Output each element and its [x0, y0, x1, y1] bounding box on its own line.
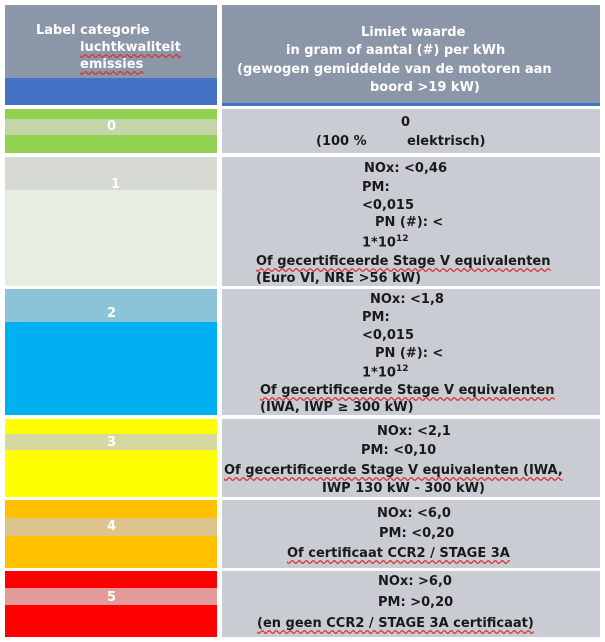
row-4-line-3: Of certificaat CCR2 / STAGE 3A [287, 546, 510, 561]
row-0-color-band-bottom [5, 135, 217, 153]
row-1-line-5: 1*1012 [362, 234, 409, 251]
row-1-line-7: (Euro VI, NRE >56 kW) [256, 271, 422, 286]
row-3-color-band-top [5, 419, 217, 434]
row-1-label: 1 [111, 177, 121, 192]
header-right-line-2: in gram of aantal (#) per kWh [286, 43, 506, 58]
row-0-line-3: elektrisch) [407, 134, 486, 149]
row-5-color-band-mid [5, 588, 217, 605]
header-left-accent [5, 78, 217, 105]
row-1-line-6: Of gecertificeerde Stage V equivalenten [256, 254, 551, 269]
row-1-color-band-bottom [5, 190, 217, 286]
row-2-value-cell [222, 289, 600, 415]
row-0-color-band-top [5, 109, 217, 119]
row-2-line-7: (IWA, IWP ≥ 300 kW) [260, 400, 414, 415]
row-1-line-4: PN (#): < [375, 215, 444, 230]
row-1-color-band-top [5, 157, 217, 190]
row-3-line-4: IWP 130 kW - 300 kW) [322, 481, 485, 496]
row-2-color-band-top [5, 289, 217, 322]
row-5-color-band-top [5, 571, 217, 588]
row-5-color-band-bottom [5, 605, 217, 637]
header-right-cell [222, 5, 600, 103]
header-right-accent [222, 103, 600, 106]
row-3-value-cell [222, 419, 600, 497]
row-1-line-1: NOx: <0,46 [364, 161, 448, 176]
row-1-line-3: <0,015 [362, 198, 415, 213]
row-3-line-3: Of gecertificeerde Stage V equivalenten … [224, 463, 563, 478]
row-1-line-2: PM: [362, 180, 390, 195]
header-left-cell [5, 5, 217, 78]
row-0-line-2: (100 % [316, 134, 367, 149]
row-4-color-band-bottom [5, 536, 217, 568]
row-2-line-3: <0,015 [362, 328, 415, 343]
header-left-line-1: Label categorie [36, 23, 150, 38]
row-3-label: 3 [107, 435, 117, 450]
row-2-line-1: NOx: <1,8 [370, 292, 444, 307]
row-0-color-band-mid [5, 119, 217, 135]
row-5-line-3: (en geen CCR2 / STAGE 3A certificaat) [257, 616, 534, 631]
row-4-value-cell [222, 500, 600, 568]
row-0-value-cell [222, 109, 600, 153]
row-2-line-4: PN (#): < [375, 346, 444, 361]
row-4-line-2: PM: <0,20 [379, 526, 455, 541]
row-2-color-band-bottom [5, 322, 217, 415]
row-3-color-band-bottom [5, 450, 217, 497]
row-4-color-band-mid [5, 518, 217, 536]
row-0-line-1: 0 [401, 115, 411, 130]
row-5-label: 5 [107, 590, 117, 605]
row-4-label: 4 [107, 519, 117, 534]
row-1-value-cell [222, 157, 600, 286]
row-0-label: 0 [107, 119, 117, 134]
row-2-label: 2 [107, 306, 117, 321]
header-right-line-1: Limiet waarde [361, 25, 466, 40]
row-4-color-band-top [5, 500, 217, 518]
row-2-line-6: Of gecertificeerde Stage V equivalenten [260, 383, 555, 398]
row-4-line-1: NOx: <6,0 [377, 506, 451, 521]
row-5-line-2: PM: >0,20 [378, 595, 454, 610]
header-left-line-2: luchtkwaliteit [80, 40, 181, 55]
row-5-value-cell [222, 571, 600, 637]
header-right-line-4: boord >19 kW) [370, 80, 480, 95]
row-3-color-band-mid [5, 434, 217, 450]
row-5-line-1: NOx: >6,0 [378, 574, 452, 589]
row-3-line-1: NOx: <2,1 [377, 424, 451, 439]
row-2-line-5: 1*1012 [362, 364, 409, 381]
header-right-line-3: (gewogen gemiddelde van de motoren aan [237, 62, 552, 77]
header-left-line-3: emissies [80, 57, 144, 72]
row-3-line-2: PM: <0,10 [361, 443, 437, 458]
row-2-line-2: PM: [362, 310, 390, 325]
